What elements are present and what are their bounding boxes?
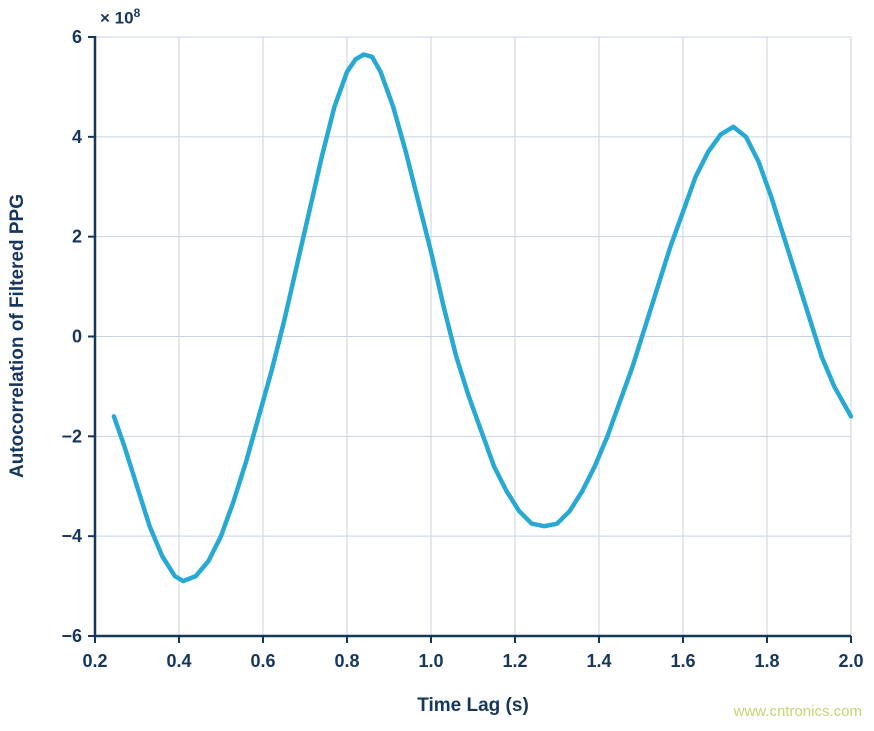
autocorrelation-curve: [111, 52, 854, 584]
y-tick-label: 4: [72, 127, 82, 147]
x-tick-label: 0.6: [250, 651, 275, 671]
x-tick-label: 2.0: [838, 651, 863, 671]
offset-exponent: 8: [133, 6, 141, 20]
offset-base: × 10: [100, 8, 134, 28]
y-tick-label: −6: [61, 626, 82, 646]
x-tick-label: 0.8: [334, 651, 359, 671]
x-tick-label: 0.4: [166, 651, 191, 671]
y-tick-label: −2: [61, 426, 82, 446]
x-tick-label: 0.2: [82, 651, 107, 671]
y-axis-offset-label: × 108: [100, 6, 140, 29]
x-tick-label: 1.8: [754, 651, 779, 671]
x-tick-label: 1.4: [586, 651, 611, 671]
y-tick-label: 2: [72, 227, 82, 247]
y-tick-label: 6: [72, 27, 82, 47]
watermark: www.cntronics.com: [733, 703, 862, 720]
x-tick-label: 1.6: [670, 651, 695, 671]
x-axis-title: Time Lag (s): [417, 695, 529, 716]
y-axis-title: Autocorrelation of Filtered PPG: [7, 194, 28, 478]
x-tick-label: 1.0: [418, 651, 443, 671]
y-tick-label: 0: [72, 327, 82, 347]
y-tick-label: −4: [61, 526, 82, 546]
x-tick-label: 1.2: [502, 651, 527, 671]
